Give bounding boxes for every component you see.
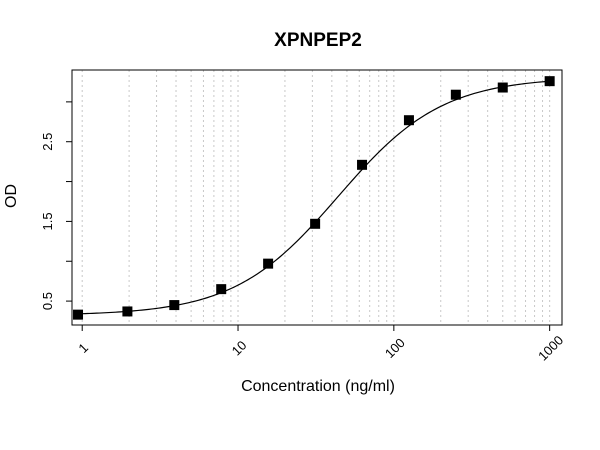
y-tick-label: 1.5 [40, 212, 55, 230]
data-point [263, 258, 274, 269]
y-axis-label: OD [3, 184, 20, 208]
data-point [122, 306, 133, 317]
y-tick-label: 2.5 [40, 133, 55, 151]
y-tick-label: 0.5 [40, 292, 55, 310]
data-point [544, 76, 555, 87]
data-point [450, 89, 461, 100]
data-point [216, 284, 227, 295]
data-point [497, 82, 508, 93]
data-point [169, 300, 180, 311]
data-point [403, 115, 414, 126]
data-point [357, 159, 368, 170]
data-point [310, 218, 321, 229]
data-points [73, 76, 555, 320]
chart-title: XPNPEP2 [274, 30, 362, 51]
x-axis-label: Concentration (ng/ml) [241, 378, 395, 395]
data-point [73, 309, 84, 320]
y-axis: 0.5 1.5 2.5 [40, 101, 72, 310]
plot-frame [71, 69, 563, 326]
